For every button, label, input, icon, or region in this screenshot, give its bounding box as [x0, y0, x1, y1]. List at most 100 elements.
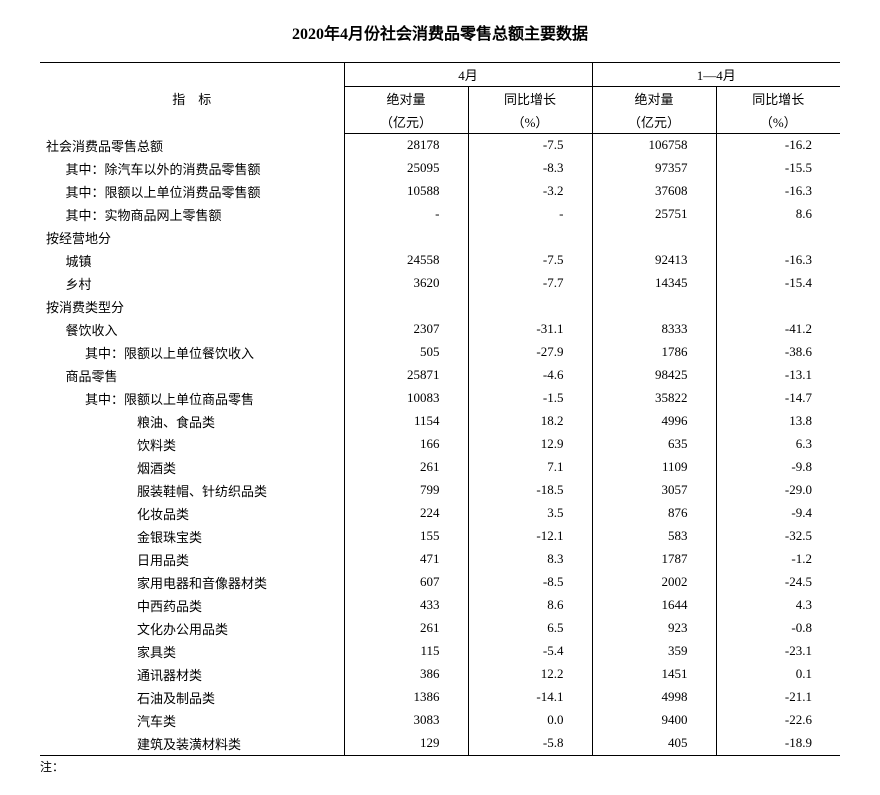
header-abs-1: 绝对量	[344, 87, 468, 111]
cell: -22.6	[716, 709, 840, 732]
cell: -5.4	[468, 640, 592, 663]
cell: 106758	[592, 134, 716, 157]
cell: -31.1	[468, 318, 592, 341]
cell: 25871	[344, 364, 468, 387]
cell: -1.5	[468, 387, 592, 410]
cell: 10083	[344, 387, 468, 410]
cell: -18.5	[468, 479, 592, 502]
row-label: 通讯器材类	[40, 663, 344, 686]
cell: 635	[592, 433, 716, 456]
cell: 7.1	[468, 456, 592, 479]
cell: 4998	[592, 686, 716, 709]
cell: 166	[344, 433, 468, 456]
cell: 799	[344, 479, 468, 502]
cell: -16.3	[716, 249, 840, 272]
row-label: 石油及制品类	[40, 686, 344, 709]
table-row: 按经营地分	[40, 226, 840, 249]
cell: 261	[344, 617, 468, 640]
cell	[716, 226, 840, 249]
table-row: 乡村3620-7.714345-15.4	[40, 272, 840, 295]
cell: -23.1	[716, 640, 840, 663]
table-row: 通讯器材类38612.214510.1	[40, 663, 840, 686]
cell: -14.7	[716, 387, 840, 410]
cell: 129	[344, 732, 468, 756]
cell: 3083	[344, 709, 468, 732]
row-label: 其中：限额以上单位消费品零售额	[40, 180, 344, 203]
row-label: 化妆品类	[40, 502, 344, 525]
header-abs-unit-1: （亿元）	[344, 110, 468, 134]
table-row: 其中：限额以上单位商品零售10083-1.535822-14.7	[40, 387, 840, 410]
cell: 37608	[592, 180, 716, 203]
table-row: 日用品类4718.31787-1.2	[40, 548, 840, 571]
cell: 14345	[592, 272, 716, 295]
cell	[592, 295, 716, 318]
table-row: 服装鞋帽、针纺织品类799-18.53057-29.0	[40, 479, 840, 502]
cell: 2307	[344, 318, 468, 341]
cell: 8.3	[468, 548, 592, 571]
cell: -4.6	[468, 364, 592, 387]
cell: 607	[344, 571, 468, 594]
row-label: 建筑及装潢材料类	[40, 732, 344, 756]
cell: -	[468, 203, 592, 226]
cell: 97357	[592, 157, 716, 180]
table-row: 其中：实物商品网上零售额--257518.6	[40, 203, 840, 226]
cell	[592, 226, 716, 249]
header-abs-2: 绝对量	[592, 87, 716, 111]
table-row: 家用电器和音像器材类607-8.52002-24.5	[40, 571, 840, 594]
cell: 6.3	[716, 433, 840, 456]
row-label: 社会消费品零售总额	[40, 134, 344, 157]
cell: 433	[344, 594, 468, 617]
cell: -3.2	[468, 180, 592, 203]
cell: 359	[592, 640, 716, 663]
cell: 6.5	[468, 617, 592, 640]
cell: -1.2	[716, 548, 840, 571]
table-row: 粮油、食品类115418.2499613.8	[40, 410, 840, 433]
table-row: 家具类115-5.4359-23.1	[40, 640, 840, 663]
cell: 8333	[592, 318, 716, 341]
table-row: 按消费类型分	[40, 295, 840, 318]
table-row: 饮料类16612.96356.3	[40, 433, 840, 456]
cell: 3057	[592, 479, 716, 502]
cell: -9.4	[716, 502, 840, 525]
row-label: 家具类	[40, 640, 344, 663]
cell: -29.0	[716, 479, 840, 502]
cell: -8.3	[468, 157, 592, 180]
cell: -18.9	[716, 732, 840, 756]
row-label: 餐饮收入	[40, 318, 344, 341]
cell: 8.6	[716, 203, 840, 226]
row-label: 城镇	[40, 249, 344, 272]
cell: -21.1	[716, 686, 840, 709]
row-label: 其中：实物商品网上零售额	[40, 203, 344, 226]
cell: 35822	[592, 387, 716, 410]
cell: 98425	[592, 364, 716, 387]
header-indicator: 指 标	[40, 63, 344, 134]
header-yoy-1: 同比增长	[468, 87, 592, 111]
cell	[468, 295, 592, 318]
table-row: 中西药品类4338.616444.3	[40, 594, 840, 617]
cell: 3620	[344, 272, 468, 295]
cell: 0.0	[468, 709, 592, 732]
cell: 18.2	[468, 410, 592, 433]
table-row: 烟酒类2617.11109-9.8	[40, 456, 840, 479]
table-row: 石油及制品类1386-14.14998-21.1	[40, 686, 840, 709]
cell: 224	[344, 502, 468, 525]
row-label: 汽车类	[40, 709, 344, 732]
row-label: 粮油、食品类	[40, 410, 344, 433]
cell: 471	[344, 548, 468, 571]
cell: 24558	[344, 249, 468, 272]
cell	[344, 295, 468, 318]
cell: 25095	[344, 157, 468, 180]
row-label: 商品零售	[40, 364, 344, 387]
row-label: 其中：限额以上单位商品零售	[40, 387, 344, 410]
cell: 583	[592, 525, 716, 548]
table-row: 金银珠宝类155-12.1583-32.5	[40, 525, 840, 548]
cell: 1787	[592, 548, 716, 571]
cell: 1154	[344, 410, 468, 433]
cell: -7.5	[468, 134, 592, 157]
table-row: 其中：限额以上单位消费品零售额10588-3.237608-16.3	[40, 180, 840, 203]
cell: 155	[344, 525, 468, 548]
cell: 1386	[344, 686, 468, 709]
cell: 405	[592, 732, 716, 756]
header-yoy-unit-1: （%）	[468, 110, 592, 134]
cell: 923	[592, 617, 716, 640]
